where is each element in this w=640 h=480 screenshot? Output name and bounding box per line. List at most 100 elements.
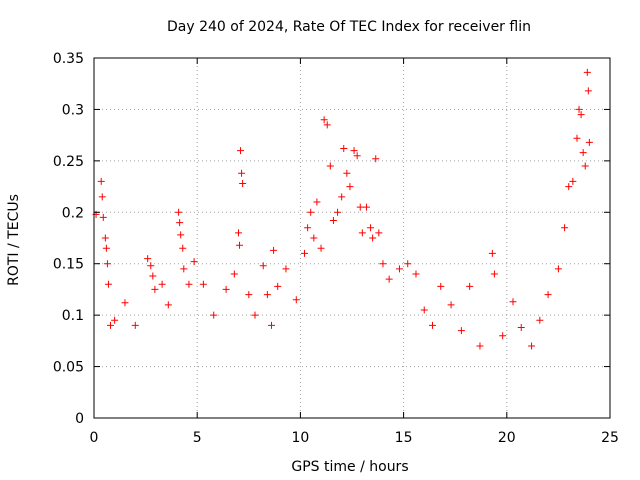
data-point [268, 321, 276, 329]
data-point [259, 262, 267, 270]
data-point [210, 311, 218, 319]
data-point [104, 280, 112, 288]
data-point [561, 224, 569, 232]
data-point [304, 224, 312, 232]
data-point [565, 183, 573, 191]
data-point [536, 316, 544, 324]
data-point [476, 342, 484, 350]
data-point [103, 260, 111, 268]
data-points [92, 68, 593, 350]
data-point [428, 321, 436, 329]
data-point [420, 306, 428, 314]
data-point [343, 169, 351, 177]
data-point [164, 301, 172, 309]
data-point [372, 155, 380, 163]
data-point [320, 116, 328, 124]
axis-ticks: 0 5 10 15 20 25 0 0.05 0.1 0.15 0.2 0.25 0.3 0.35 [53, 51, 619, 446]
data-point [577, 111, 585, 119]
data-point [101, 234, 109, 242]
data-point [581, 162, 589, 170]
data-point [180, 265, 188, 273]
data-point [175, 208, 183, 216]
data-point [121, 299, 129, 307]
y-tick-label: 0.2 [62, 205, 84, 221]
data-point [149, 272, 157, 280]
data-point [98, 193, 106, 201]
data-point [385, 275, 393, 283]
y-tick-label: 0.1 [62, 308, 84, 324]
data-point [111, 316, 119, 324]
data-point [369, 234, 377, 242]
data-point [583, 68, 591, 76]
data-point [488, 249, 496, 257]
data-point [270, 246, 278, 254]
data-point [517, 323, 525, 331]
chart-title: Day 240 of 2024, Rate Of TEC Index for r… [167, 19, 531, 35]
x-tick-label: 20 [498, 430, 516, 446]
data-point [554, 265, 562, 273]
data-point [447, 301, 455, 309]
data-point [151, 285, 159, 293]
data-point [358, 229, 366, 237]
x-tick-label: 5 [193, 430, 202, 446]
data-point [317, 244, 325, 252]
data-point [367, 224, 375, 232]
data-point [97, 177, 105, 185]
data-point [573, 134, 581, 142]
data-point [234, 229, 242, 237]
data-point [350, 147, 358, 155]
data-point [585, 138, 593, 146]
data-point [584, 87, 592, 95]
data-point [395, 265, 403, 273]
data-point [292, 296, 300, 304]
data-point [437, 282, 445, 290]
data-point [457, 327, 465, 335]
data-point [528, 342, 536, 350]
data-point [490, 270, 498, 278]
data-point [575, 105, 583, 113]
data-point [274, 282, 282, 290]
data-point [131, 321, 139, 329]
data-point [222, 285, 230, 293]
data-point [282, 265, 290, 273]
y-tick-label: 0.05 [53, 360, 84, 376]
data-point [340, 145, 348, 153]
data-point [362, 203, 370, 211]
data-point [323, 121, 331, 129]
data-point [177, 231, 185, 239]
x-tick-label: 15 [395, 430, 413, 446]
data-point [107, 321, 115, 329]
data-point [147, 262, 155, 270]
data-point [99, 213, 107, 221]
data-point [158, 280, 166, 288]
data-point [237, 147, 245, 155]
data-point [245, 291, 253, 299]
data-point [334, 208, 342, 216]
data-point [185, 280, 193, 288]
data-point [544, 291, 552, 299]
y-tick-label: 0.3 [62, 102, 84, 118]
data-point [176, 219, 184, 227]
data-point [179, 244, 187, 252]
data-point [239, 179, 247, 187]
data-point [509, 298, 517, 306]
data-point [404, 260, 412, 268]
data-point [230, 270, 238, 278]
data-point [569, 177, 577, 185]
x-tick-label: 0 [90, 430, 99, 446]
data-point [236, 241, 244, 249]
data-point [353, 152, 361, 160]
data-point [338, 193, 346, 201]
data-point [313, 198, 321, 206]
data-point [190, 258, 198, 266]
data-point [412, 270, 420, 278]
data-point [263, 291, 271, 299]
grid [94, 58, 610, 418]
x-axis-label: GPS time / hours [291, 459, 408, 475]
y-tick-label: 0.15 [53, 257, 84, 273]
data-point [375, 229, 383, 237]
data-point [199, 280, 207, 288]
data-point [326, 162, 334, 170]
